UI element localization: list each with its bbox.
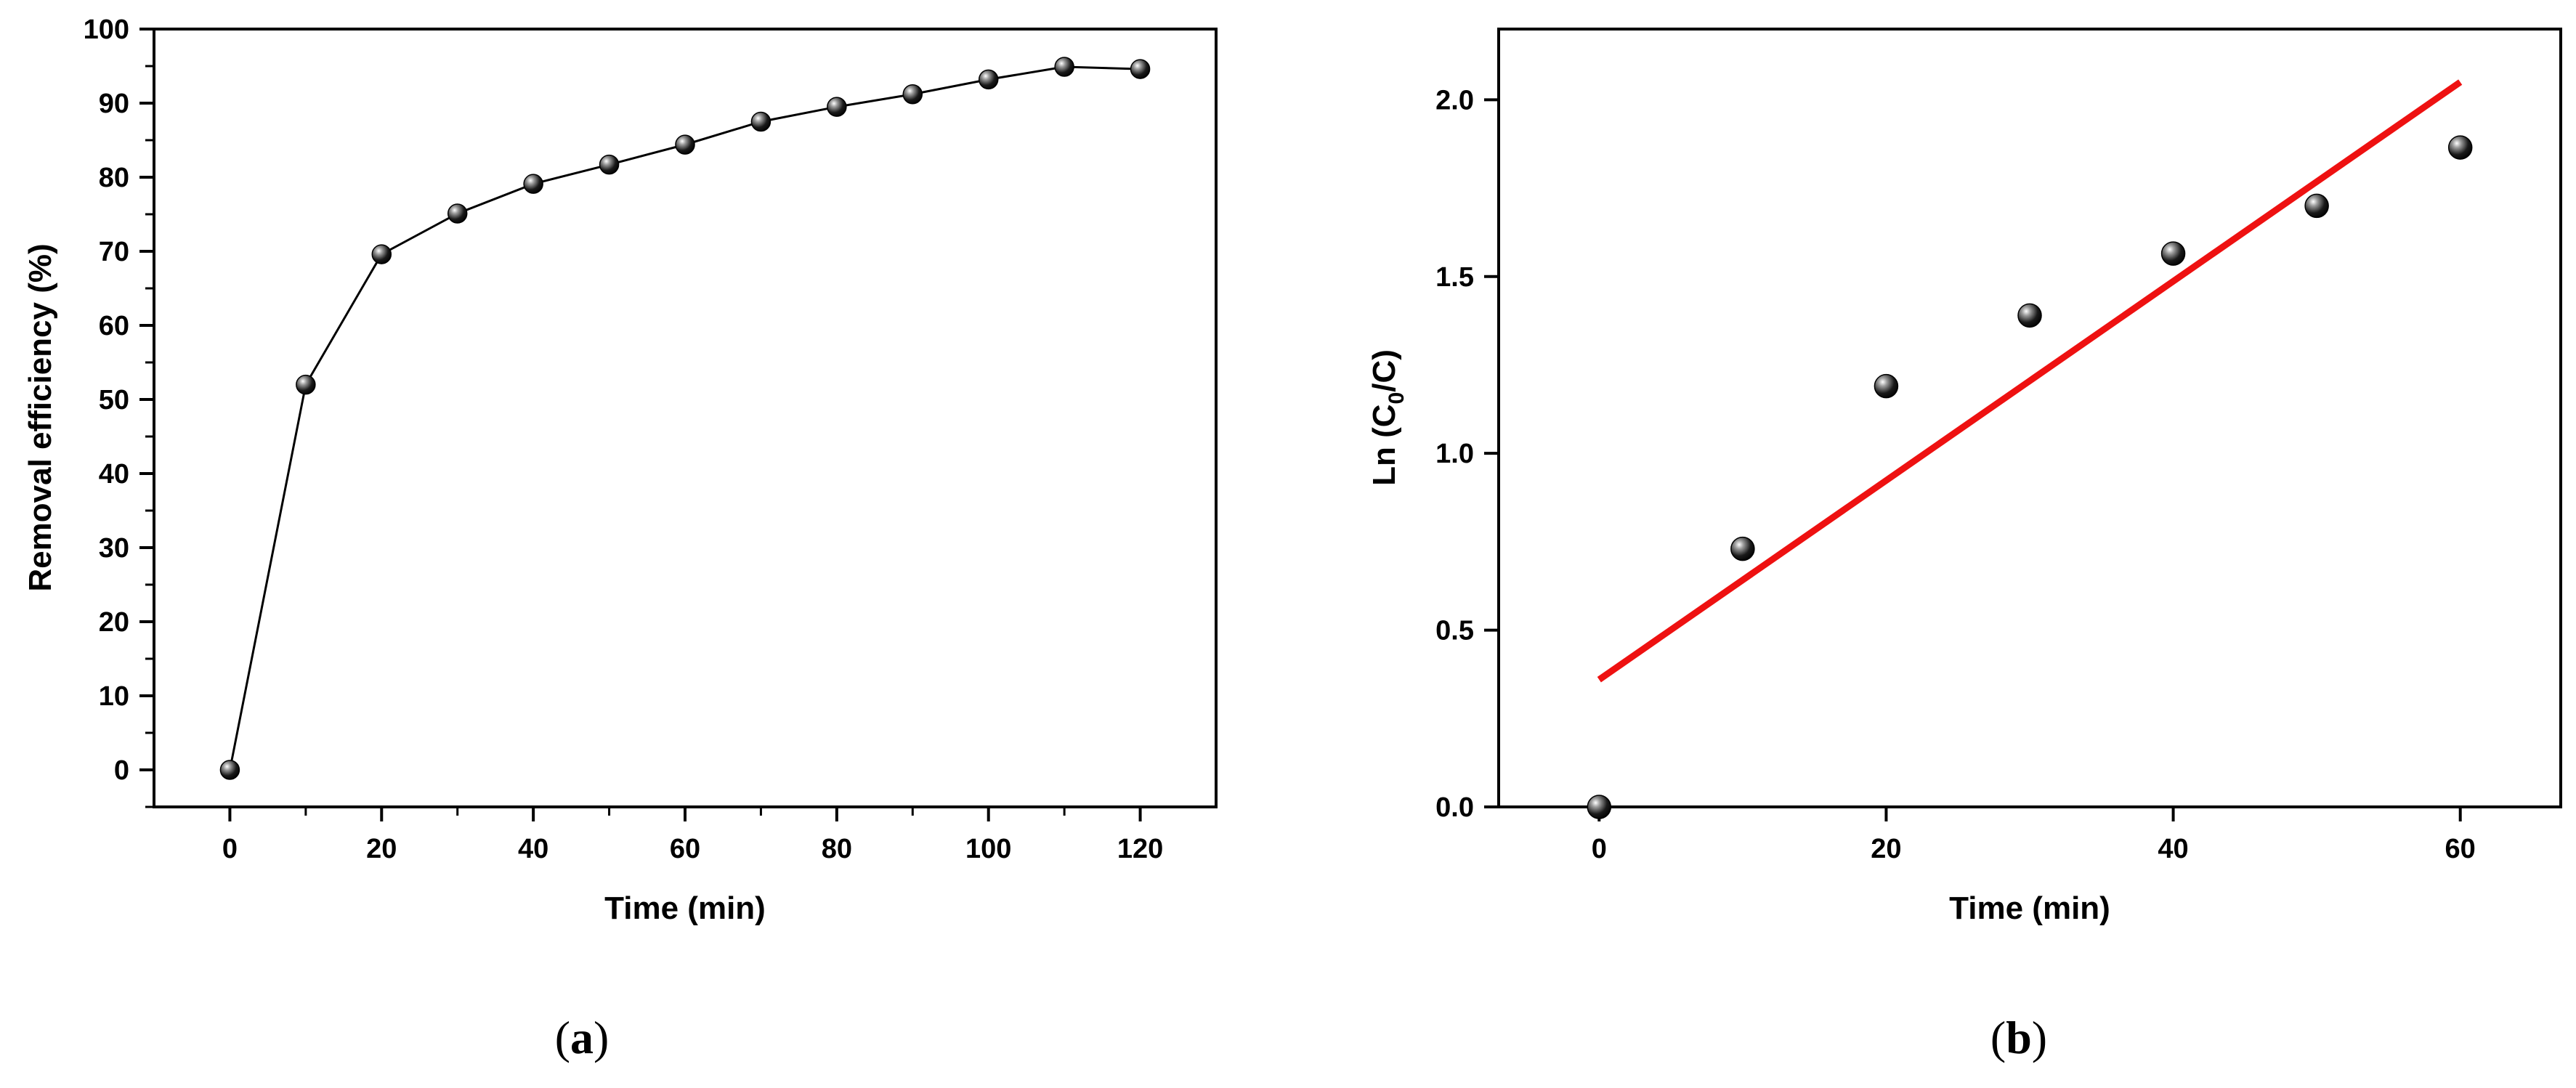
data-point bbox=[219, 760, 240, 780]
data-point bbox=[296, 374, 316, 395]
y-tick-label: 70 bbox=[99, 237, 129, 267]
chart-panel-a: 0 20 40 60 80 100 120 0 10 20 30 40 50 60 70 80 90 100 T… bbox=[23, 15, 1218, 1063]
y-axis-title-b-pre: Ln (C bbox=[1366, 404, 1402, 485]
data-point bbox=[2447, 135, 2473, 160]
x-tick-label: 0 bbox=[222, 834, 238, 864]
y-tick-label: 0 bbox=[114, 755, 129, 786]
x-tick-label: 60 bbox=[670, 834, 700, 864]
y-axis-title-b-sub: 0 bbox=[1385, 392, 1409, 405]
x-axis-ticks-b: 0 20 40 60 bbox=[1592, 807, 2476, 864]
y-tick-label: 0.0 bbox=[1435, 792, 1474, 823]
y-tick-label: 50 bbox=[99, 385, 129, 415]
data-point bbox=[2017, 303, 2042, 328]
y-axis-title-b: Ln (C0/C) bbox=[1366, 349, 1409, 486]
x-tick-label: 0 bbox=[1592, 834, 1607, 864]
y-tick-label: 1.0 bbox=[1435, 439, 1474, 469]
data-point bbox=[1054, 57, 1074, 77]
x-axis-title-b: Time (min) bbox=[1949, 890, 2110, 926]
x-tick-label: 80 bbox=[822, 834, 852, 864]
chart-panel-b: 0 20 40 60 0.0 0.5 1.0 1.5 2.0 Time (min) Ln (C… bbox=[1366, 28, 2562, 1063]
y-axis-ticks-b: 0.0 0.5 1.0 1.5 2.0 bbox=[1435, 85, 1499, 823]
y-tick-label: 60 bbox=[99, 311, 129, 341]
y-tick-label: 0.5 bbox=[1435, 616, 1474, 646]
data-point bbox=[1587, 795, 1612, 819]
series-line bbox=[228, 65, 1141, 771]
data-point bbox=[371, 244, 392, 264]
y-tick-label: 2.0 bbox=[1435, 85, 1474, 115]
data-point bbox=[902, 84, 923, 105]
data-point bbox=[1730, 536, 1755, 561]
data-point bbox=[2304, 193, 2329, 219]
data-point bbox=[2160, 241, 2186, 266]
data-point bbox=[750, 111, 771, 132]
data-point bbox=[675, 134, 695, 155]
data-point bbox=[447, 203, 468, 224]
y-tick-label: 40 bbox=[99, 459, 129, 490]
panel-caption-b: (b) bbox=[1990, 1012, 2047, 1063]
y-tick-label: 1.5 bbox=[1435, 262, 1474, 293]
data-point bbox=[978, 69, 999, 90]
x-tick-label: 120 bbox=[1117, 834, 1163, 864]
data-point bbox=[1874, 373, 1899, 399]
x-axis-ticks-a: 0 20 40 60 80 100 120 bbox=[222, 807, 1163, 864]
panel-label-b: b bbox=[2006, 1012, 2032, 1063]
plot-frame-b bbox=[1497, 28, 2562, 808]
y-tick-label: 90 bbox=[99, 89, 129, 119]
y-tick-label: 30 bbox=[99, 533, 129, 564]
x-tick-label: 60 bbox=[2445, 834, 2476, 864]
fit-line-b bbox=[1597, 79, 2463, 683]
panel-label-a: a bbox=[570, 1012, 594, 1063]
y-tick-label: 20 bbox=[99, 607, 129, 638]
x-tick-label: 40 bbox=[2158, 834, 2188, 864]
y-axis-ticks-a: 0 10 20 30 40 50 60 70 80 90 100 bbox=[84, 15, 154, 808]
y-tick-label: 80 bbox=[99, 163, 129, 193]
linear-fit-line bbox=[1597, 79, 2463, 683]
data-point bbox=[827, 97, 847, 117]
data-point bbox=[523, 174, 543, 194]
x-tick-label: 100 bbox=[965, 834, 1011, 864]
y-axis-title-a: Removal efficiency (%) bbox=[23, 243, 58, 591]
panel-caption-a: (a) bbox=[555, 1012, 609, 1063]
x-tick-label: 20 bbox=[366, 834, 397, 864]
y-axis-title-b-post: /C) bbox=[1366, 349, 1402, 392]
series-b bbox=[1587, 135, 2473, 819]
y-tick-label: 100 bbox=[84, 15, 129, 45]
data-point bbox=[599, 154, 620, 175]
x-tick-label: 40 bbox=[518, 834, 548, 864]
y-tick-label: 10 bbox=[99, 681, 129, 712]
x-axis-title-a: Time (min) bbox=[604, 890, 766, 926]
data-point bbox=[1130, 59, 1151, 79]
x-tick-label: 20 bbox=[1871, 834, 1901, 864]
series-a bbox=[219, 57, 1151, 780]
